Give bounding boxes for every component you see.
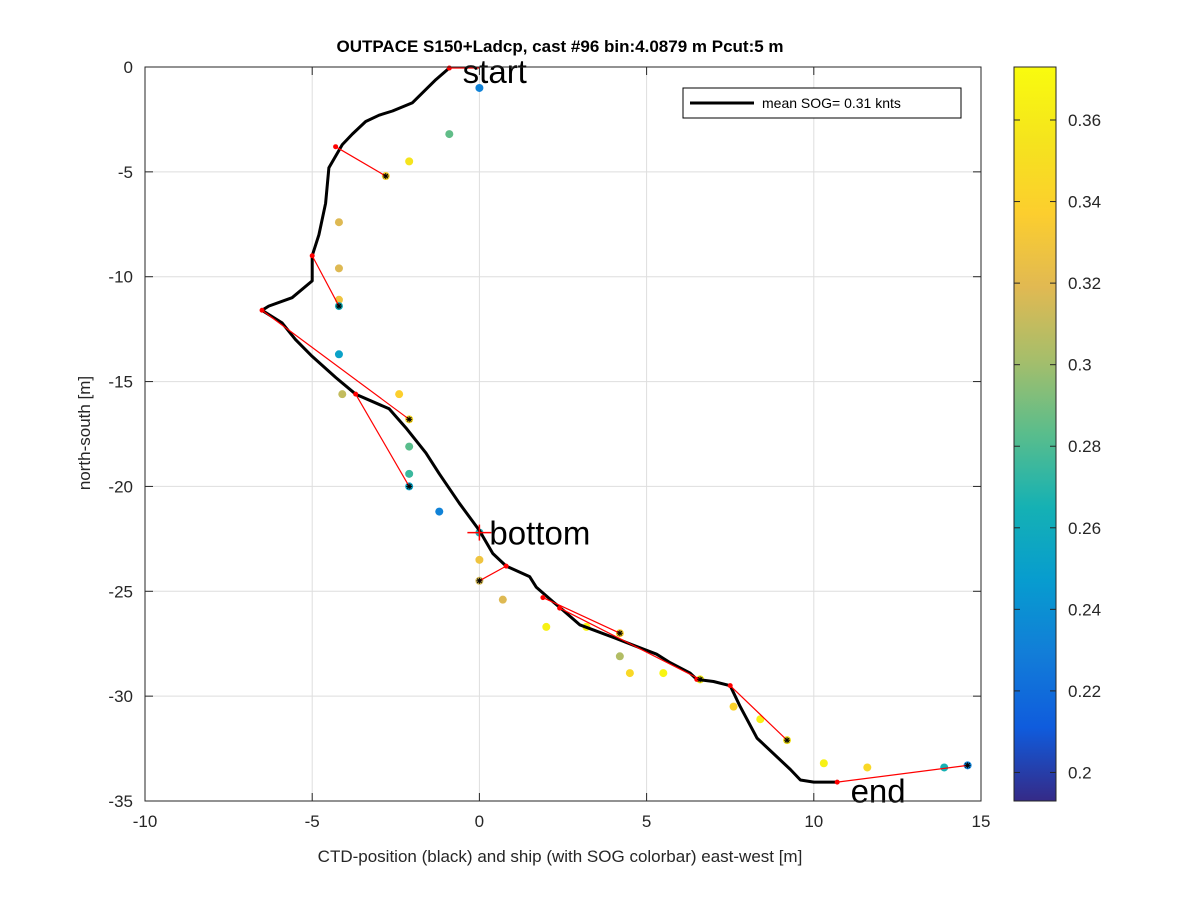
bottom-marker <box>467 524 492 541</box>
ship-point <box>475 83 484 92</box>
x-tick-label: 0 <box>475 812 484 831</box>
axes: -10 -5 0 5 10 15 0 -5 -10 -15 -20 -25 -30 -35 <box>108 58 990 831</box>
ship-point <box>940 763 949 772</box>
legend: mean SOG= 0.31 knts <box>682 87 962 119</box>
ship-point <box>338 390 347 399</box>
ship-black-marker <box>335 303 342 310</box>
ctd-marker <box>557 605 563 611</box>
ship-point <box>405 469 414 478</box>
colorbar-tick-label: 0.2 <box>1068 763 1092 782</box>
ctd-ship-connector <box>355 393 410 487</box>
y-tick-label: -10 <box>108 268 133 287</box>
chart-title: OUTPACE S150+Ladcp, cast #96 bin:4.0879 … <box>336 37 783 56</box>
colorbar-tick-label: 0.3 <box>1068 356 1092 375</box>
y-tick-label: -35 <box>108 792 133 811</box>
y-tick-label: -30 <box>108 687 133 706</box>
ctd-marker <box>309 253 315 259</box>
y-tick-label: -25 <box>108 582 133 601</box>
ctd-ship-connector <box>311 255 340 307</box>
ship-point <box>625 669 634 678</box>
ctd-marker <box>503 563 509 569</box>
y-tick-label: 0 <box>124 58 133 77</box>
ship-point <box>405 157 414 166</box>
plot-area: start bottom end <box>259 53 972 810</box>
x-axis-label: CTD-position (black) and ship (with SOG … <box>318 847 803 866</box>
y-tick-label: -20 <box>108 477 133 496</box>
ctd-marker <box>259 307 265 313</box>
ship-black-marker <box>964 762 971 769</box>
ctd-ship-connector <box>837 764 968 783</box>
annotation-end: end <box>851 773 906 810</box>
colorbar-tick-label: 0.28 <box>1068 437 1101 456</box>
ship-point <box>659 669 668 678</box>
y-tick-label: -15 <box>108 373 133 392</box>
ship-point <box>498 595 507 604</box>
grid <box>144 66 982 802</box>
plot-background <box>145 67 981 801</box>
annotation-bottom: bottom <box>489 515 590 552</box>
ship-point <box>395 390 404 399</box>
y-tick-label: -5 <box>118 163 133 182</box>
ship-black-marker <box>476 577 483 584</box>
colorbar-tick-label: 0.26 <box>1068 519 1101 538</box>
ship-point <box>819 759 828 768</box>
ship-black-marker <box>697 676 704 683</box>
colorbar-tick-label: 0.24 <box>1068 600 1101 619</box>
x-tick-label: 10 <box>804 812 823 831</box>
colorbar-tick-label: 0.36 <box>1068 111 1101 130</box>
ship-black-marker <box>406 483 413 490</box>
ship-black-marker <box>382 173 389 180</box>
ctd-marker <box>333 144 339 150</box>
x-tick-label: 5 <box>642 812 651 831</box>
ctd-marker <box>540 595 546 601</box>
colorbar: 0.2 0.22 0.24 0.26 0.28 0.3 0.32 0.34 0.36 <box>1013 66 1101 802</box>
ctd-ship-connector <box>261 309 410 420</box>
ctd-ship-connector <box>729 685 788 741</box>
ship-point <box>475 555 484 564</box>
ctd-ship-connector <box>542 597 621 634</box>
legend-entry: mean SOG= 0.31 knts <box>762 95 901 111</box>
colorbar-tick-label: 0.34 <box>1068 193 1101 212</box>
annotation-start: start <box>463 53 527 90</box>
y-axis-label: north-south [m] <box>75 376 94 490</box>
ship-point <box>542 622 551 631</box>
ship-point <box>334 218 343 227</box>
ctd-ship-connector <box>559 607 701 680</box>
ship-black-marker <box>616 630 623 637</box>
ship-point <box>445 130 454 139</box>
x-tick-label: -10 <box>133 812 158 831</box>
ship-point <box>615 652 624 661</box>
x-tick-label: 15 <box>972 812 991 831</box>
ship-black-marker <box>784 737 791 744</box>
ship-point <box>334 350 343 359</box>
colorbar-gradient <box>1013 66 1057 802</box>
ctd-ship-connector <box>335 146 387 177</box>
ctd-marker <box>353 391 359 397</box>
ship-point <box>863 763 872 772</box>
ship-point <box>435 507 444 516</box>
ctd-marker <box>446 65 452 71</box>
ctd-marker <box>834 779 840 785</box>
x-tick-label: -5 <box>305 812 320 831</box>
axes-box <box>144 66 982 802</box>
colorbar-tick-label: 0.22 <box>1068 682 1101 701</box>
ship-point <box>405 442 414 451</box>
ctd-track-line <box>260 66 838 784</box>
ship-black-marker <box>406 416 413 423</box>
colorbar-tick-label: 0.32 <box>1068 274 1101 293</box>
ctd-marker <box>727 683 733 689</box>
ship-point <box>334 264 343 273</box>
ctd-ship-connector <box>479 565 507 582</box>
ctd-marker <box>694 676 700 682</box>
ship-point <box>729 702 738 711</box>
